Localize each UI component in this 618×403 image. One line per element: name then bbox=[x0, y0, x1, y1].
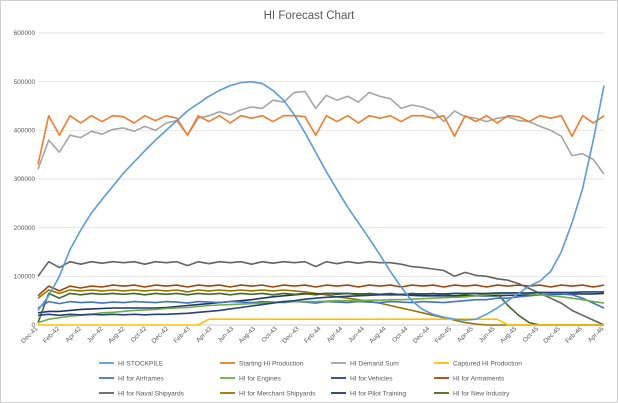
series-line bbox=[37, 284, 605, 297]
y-tick-label: 400000 bbox=[14, 128, 36, 135]
x-tick-label: Apr-45 bbox=[456, 325, 475, 344]
y-tick-label: 100000 bbox=[14, 274, 36, 281]
legend-label: HI for New Industry bbox=[453, 390, 510, 397]
x-tick-label: Feb-42 bbox=[42, 325, 62, 345]
x-tick-label: Feb-46 bbox=[564, 325, 584, 345]
x-tick-label: Aug-43 bbox=[238, 325, 258, 345]
x-tick-label: Oct-42 bbox=[130, 325, 149, 344]
x-tick-label: Dec-45 bbox=[542, 325, 562, 345]
chart-title: HI Forecast Chart bbox=[264, 10, 356, 22]
y-tick-label: 200000 bbox=[14, 225, 36, 232]
x-tick-label: Dec-42 bbox=[151, 325, 171, 345]
x-tick-label: Aug-45 bbox=[499, 325, 519, 345]
x-tick-label: Oct-45 bbox=[522, 325, 541, 344]
series-line bbox=[37, 114, 605, 165]
x-axis-ticks: Dec-41 Feb-42 Apr-42 Jun-42 Aug-42 Oct-42 Dec-… bbox=[20, 325, 606, 345]
x-tick-label: Oct-44 bbox=[391, 325, 410, 344]
legend-label: HI for Airframes bbox=[118, 375, 165, 382]
x-tick-label: Oct-43 bbox=[260, 325, 279, 344]
series-line bbox=[37, 291, 604, 317]
y-tick-label: 500000 bbox=[14, 79, 36, 86]
series-lines bbox=[37, 80, 605, 326]
x-tick-label: Dec-43 bbox=[281, 325, 301, 345]
legend-label: HI for Vehicles bbox=[350, 375, 393, 382]
legend-label: HI for Pilot Training bbox=[350, 390, 406, 397]
x-tick-label: Jun-44 bbox=[347, 325, 366, 344]
x-tick-label: Jun-43 bbox=[217, 325, 236, 344]
x-tick-label: Dec-41 bbox=[20, 325, 40, 345]
x-tick-label: Apr-43 bbox=[195, 325, 214, 344]
legend-label: HI for Merchant Shipyards bbox=[239, 390, 316, 397]
legend-label: HI Demand Sum bbox=[350, 360, 399, 367]
x-tick-label: Feb-43 bbox=[173, 325, 193, 345]
x-tick-label: Jun-45 bbox=[478, 325, 497, 344]
legend-label: HI STOCKPILE bbox=[118, 360, 164, 367]
x-tick-label: Apr-42 bbox=[64, 325, 83, 344]
series-line bbox=[37, 90, 605, 175]
y-tick-label: 0 bbox=[31, 322, 35, 329]
gridlines bbox=[38, 32, 604, 326]
series-line bbox=[37, 292, 604, 326]
x-tick-label: Jun-42 bbox=[86, 325, 105, 344]
y-tick-label: 300000 bbox=[14, 176, 36, 183]
legend-label: Captured HI Production bbox=[453, 360, 522, 367]
x-tick-label: Aug-44 bbox=[368, 325, 388, 345]
x-tick-label: Apr-44 bbox=[326, 325, 345, 344]
x-tick-label: Apr-46 bbox=[587, 325, 606, 344]
series-line bbox=[37, 260, 605, 326]
legend-label: Starting HI Production bbox=[239, 360, 304, 367]
legend: HI STOCKPILE Starting HI Production HI Dem… bbox=[99, 360, 522, 397]
legend-label: HI for Armaments bbox=[453, 375, 505, 382]
x-tick-label: Feb-44 bbox=[303, 325, 323, 345]
y-tick-label: 600000 bbox=[14, 30, 36, 37]
x-tick-label: Feb-45 bbox=[434, 325, 454, 345]
legend-label: HI for Engines bbox=[239, 375, 281, 382]
y-axis-ticks: 0 100000 200000 300000 400000 500000 600000 bbox=[14, 30, 36, 329]
series-line bbox=[37, 293, 605, 309]
series-line bbox=[37, 80, 605, 321]
series-line bbox=[38, 318, 604, 326]
x-tick-label: Dec-44 bbox=[412, 325, 432, 345]
legend-label: HI for Naval Shipyards bbox=[118, 390, 185, 397]
x-tick-label: Aug-42 bbox=[107, 325, 127, 345]
